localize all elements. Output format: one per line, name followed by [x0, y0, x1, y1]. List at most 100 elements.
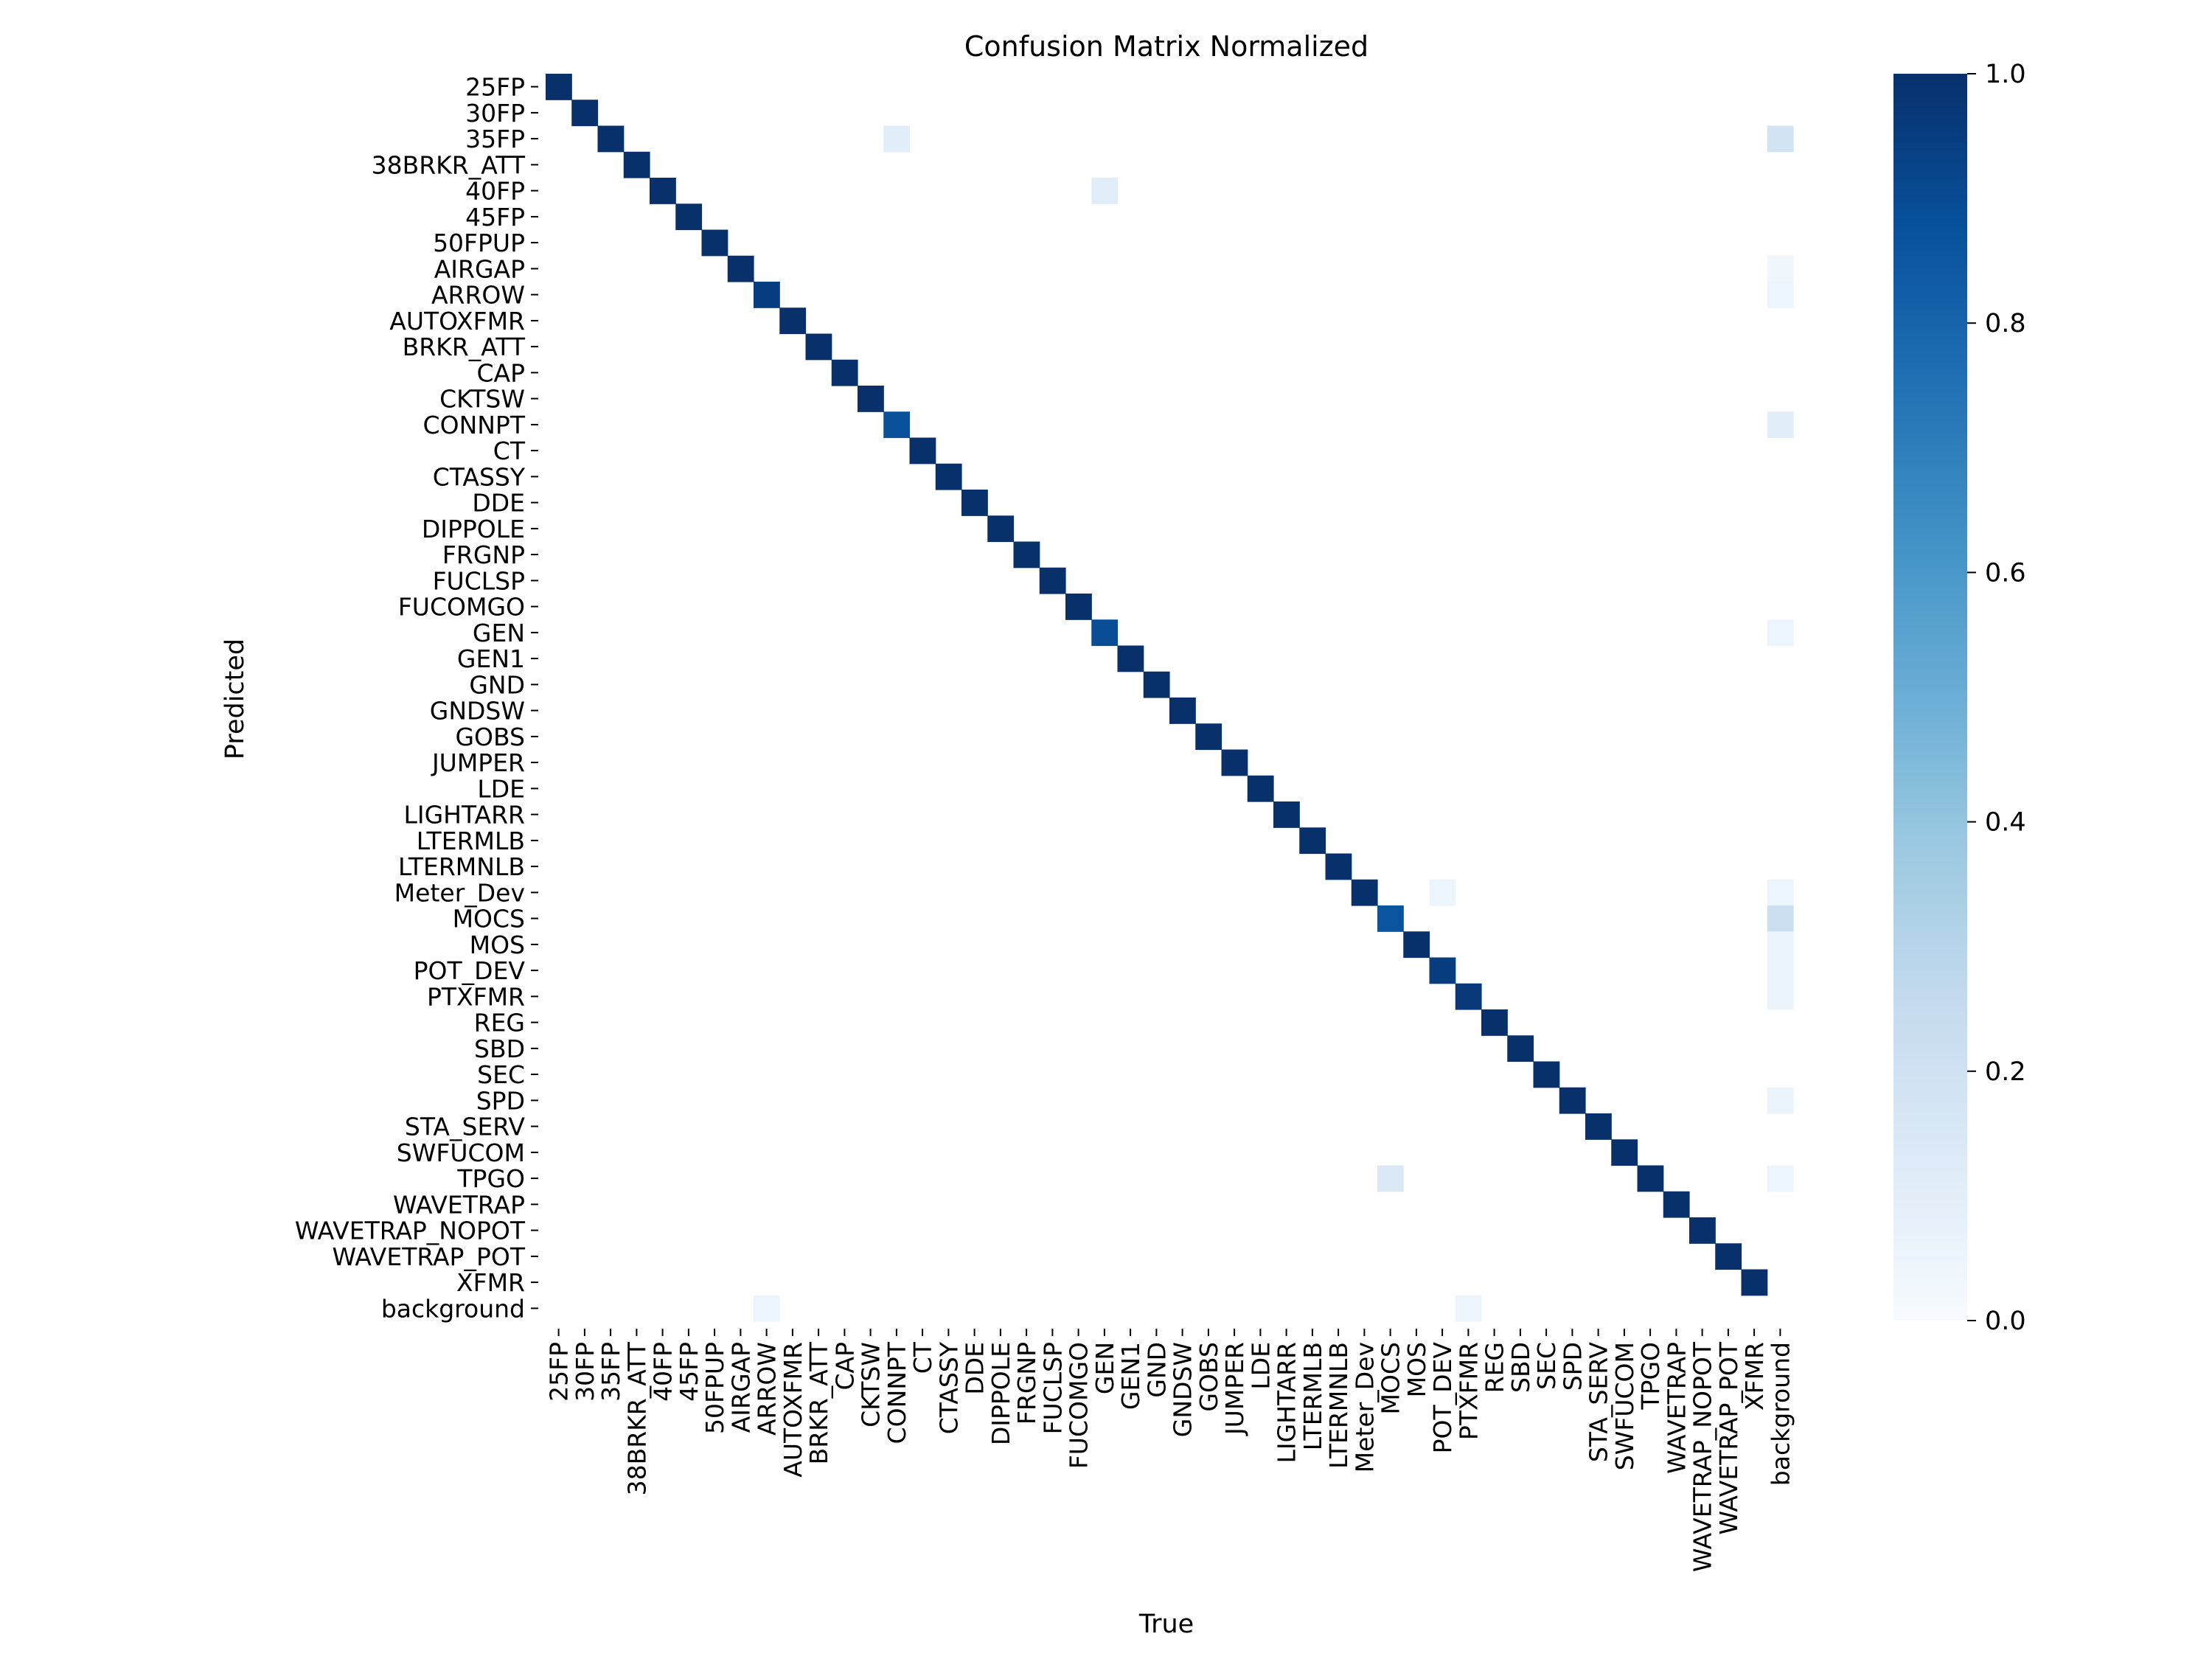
- diagonal-cell-WAVETRAP-WAVETRAP: [1663, 1191, 1690, 1218]
- x-tick-label-GOBS: GOBS: [1194, 1342, 1223, 1412]
- diagonal-cell-Meter_Dev-Meter_Dev: [1351, 879, 1378, 906]
- diagonal-cell-35FP-35FP: [597, 125, 625, 153]
- x-tick-label-AIRGAP: AIRGAP: [726, 1342, 755, 1433]
- colorbar-tick-label-0.6: 0.6: [1985, 558, 2026, 588]
- x-tick-label-REG: REG: [1481, 1342, 1509, 1393]
- y-tick-label-LTERMLB: LTERMLB: [417, 827, 525, 855]
- diagonal-cell-GEN-GEN: [1091, 619, 1119, 647]
- x-tick-label-LTERMLB: LTERMLB: [1298, 1342, 1327, 1450]
- x-tick-label-CONNPT: CONNPT: [883, 1341, 911, 1444]
- y-tick-label-Meter_Dev: Meter_Dev: [394, 878, 525, 907]
- off-diagonal-cell-ARROW-background: [1767, 282, 1794, 308]
- colorbar-tick-labels: 0.0 0.2 0.4 0.6 0.8 1.0: [1967, 60, 2026, 1336]
- y-tick-label-CTASSY: CTASSY: [433, 462, 526, 491]
- x-tick-label-35FP: 35FP: [597, 1342, 625, 1402]
- diagonal-cell-SBD-SBD: [1507, 1035, 1534, 1062]
- x-tick-label-LDE: LDE: [1246, 1342, 1275, 1390]
- y-tick-label-DDE: DDE: [472, 489, 525, 518]
- heatmap-cells: [546, 74, 1794, 1322]
- diagonal-cell-40FP-40FP: [650, 178, 676, 204]
- y-tick-label-GNDSW: GNDSW: [430, 697, 525, 726]
- x-tick-label-SPD: SPD: [1558, 1342, 1587, 1391]
- colorbar: [1893, 74, 1967, 1321]
- y-tick-label-CKTSW: CKTSW: [439, 385, 525, 414]
- y-tick-label-45FP: 45FP: [465, 203, 525, 232]
- y-tick-label-background: background: [381, 1294, 525, 1323]
- y-tick-label-MOCS: MOCS: [453, 905, 525, 933]
- diagonal-cell-PTXFMR-PTXFMR: [1455, 983, 1482, 1010]
- diagonal-cell-CAP-CAP: [831, 359, 858, 386]
- y-tick-label-30FP: 30FP: [465, 99, 525, 128]
- colorbar-tick-label-0.0: 0.0: [1985, 1307, 2026, 1336]
- off-diagonal-cell-TPGO-background: [1767, 1165, 1794, 1192]
- off-diagonal-cell-35FP-background: [1767, 125, 1794, 153]
- x-tick-label-SEC: SEC: [1532, 1342, 1561, 1390]
- x-tick-label-AUTOXFMR: AUTOXFMR: [779, 1342, 807, 1478]
- x-tick-label-40FP: 40FP: [649, 1342, 678, 1402]
- y-tick-label-STA_SERV: STA_SERV: [405, 1113, 526, 1141]
- x-tick-label-DDE: DDE: [961, 1342, 990, 1395]
- x-tick-label-GEN: GEN: [1091, 1342, 1119, 1394]
- diagonal-cell-CONNPT-CONNPT: [883, 411, 911, 439]
- diagonal-cell-WAVETRAP_POT-WAVETRAP_POT: [1715, 1243, 1742, 1270]
- y-tick-label-WAVETRAP_NOPOT: WAVETRAP_NOPOT: [295, 1217, 526, 1245]
- x-tick-label-38BRKR_ATT: 38BRKR_ATT: [622, 1341, 651, 1495]
- y-tick-label-SEC: SEC: [477, 1060, 525, 1089]
- x-tick-label-30FP: 30FP: [571, 1342, 599, 1402]
- y-tick-label-BRKR_ATT: BRKR_ATT: [403, 333, 526, 361]
- diagonal-cell-SPD-SPD: [1559, 1087, 1586, 1114]
- off-diagonal-cell-Meter_Dev-POT_DEV: [1429, 879, 1456, 906]
- diagonal-cell-50FPUP-50FPUP: [701, 229, 728, 257]
- x-tick-label-CAP: CAP: [830, 1342, 859, 1391]
- x-tick-label-FUCLSP: FUCLSP: [1038, 1342, 1067, 1434]
- diagonal-cell-JUMPER-JUMPER: [1221, 749, 1248, 776]
- y-tick-label-TPGO: TPGO: [456, 1164, 525, 1193]
- x-tick-label-WAVETRAP: WAVETRAP: [1662, 1342, 1691, 1474]
- y-axis-label: Predicted: [220, 639, 250, 759]
- off-diagonal-cell-PTXFMR-background: [1767, 983, 1794, 1010]
- y-tick-label-SBD: SBD: [474, 1034, 525, 1063]
- x-tick-label-GND: GND: [1142, 1342, 1171, 1398]
- diagonal-cell-30FP-30FP: [571, 100, 599, 127]
- y-tick-label-CT: CT: [493, 437, 526, 465]
- off-diagonal-cell-35FP-CONNPT: [883, 125, 911, 153]
- y-tick-label-LTERMNLB: LTERMNLB: [398, 852, 525, 881]
- chart-title: Confusion Matrix Normalized: [964, 30, 1368, 63]
- off-diagonal-cell-TPGO-MOCS: [1377, 1165, 1404, 1192]
- off-diagonal-cell-CONNPT-background: [1767, 411, 1794, 439]
- diagonal-cell-XFMR-XFMR: [1741, 1269, 1768, 1296]
- y-tick-label-REG: REG: [474, 1009, 525, 1037]
- colorbar-tick-label-0.8: 0.8: [1985, 309, 2026, 338]
- off-diagonal-cell-background-ARROW: [754, 1295, 780, 1322]
- colorbar-tick-label-1.0: 1.0: [1985, 60, 2026, 89]
- x-tick-label-GNDSW: GNDSW: [1169, 1342, 1197, 1437]
- x-tick-label-WAVETRAP_POT: WAVETRAP_POT: [1714, 1341, 1743, 1534]
- diagonal-cell-CTASSY-CTASSY: [935, 463, 962, 490]
- diagonal-cell-BRKR_ATT-BRKR_ATT: [805, 333, 832, 361]
- y-tick-label-FRGNP: FRGNP: [442, 540, 525, 569]
- y-tick-label-WAVETRAP: WAVETRAP: [393, 1190, 525, 1219]
- x-tick-labels: 25FP30FP35FP38BRKR_ATT40FP45FP50FPUPAIRG…: [545, 1329, 1795, 1572]
- diagonal-cell-POT_DEV-POT_DEV: [1429, 957, 1456, 984]
- x-tick-label-PTXFMR: PTXFMR: [1454, 1342, 1483, 1440]
- diagonal-cell-WAVETRAP_NOPOT-WAVETRAP_NOPOT: [1689, 1217, 1716, 1244]
- diagonal-cell-STA_SERV-STA_SERV: [1585, 1113, 1612, 1140]
- x-tick-label-JUMPER: JUMPER: [1220, 1342, 1249, 1436]
- off-diagonal-cell-AIRGAP-background: [1767, 255, 1794, 282]
- diagonal-cell-TPGO-TPGO: [1637, 1165, 1664, 1192]
- diagonal-cell-SEC-SEC: [1533, 1061, 1560, 1088]
- diagonal-cell-MOCS-MOCS: [1377, 905, 1404, 932]
- x-tick-label-LTERMNLB: LTERMNLB: [1324, 1342, 1353, 1469]
- y-tick-label-AUTOXFMR: AUTOXFMR: [389, 307, 525, 335]
- x-tick-label-POT_DEV: POT_DEV: [1428, 1342, 1457, 1454]
- diagonal-cell-CT-CT: [909, 437, 936, 465]
- x-tick-label-25FP: 25FP: [545, 1342, 574, 1402]
- x-tick-label-Meter_Dev: Meter_Dev: [1350, 1342, 1379, 1472]
- diagonal-cell-MOS-MOS: [1403, 931, 1430, 959]
- diagonal-cell-38BRKR_ATT-38BRKR_ATT: [623, 151, 650, 178]
- y-tick-label-CAP: CAP: [476, 358, 525, 387]
- diagonal-cell-AIRGAP-AIRGAP: [727, 255, 754, 282]
- x-tick-label-STA_SERV: STA_SERV: [1585, 1342, 1613, 1463]
- diagonal-cell-DDE-DDE: [961, 490, 988, 516]
